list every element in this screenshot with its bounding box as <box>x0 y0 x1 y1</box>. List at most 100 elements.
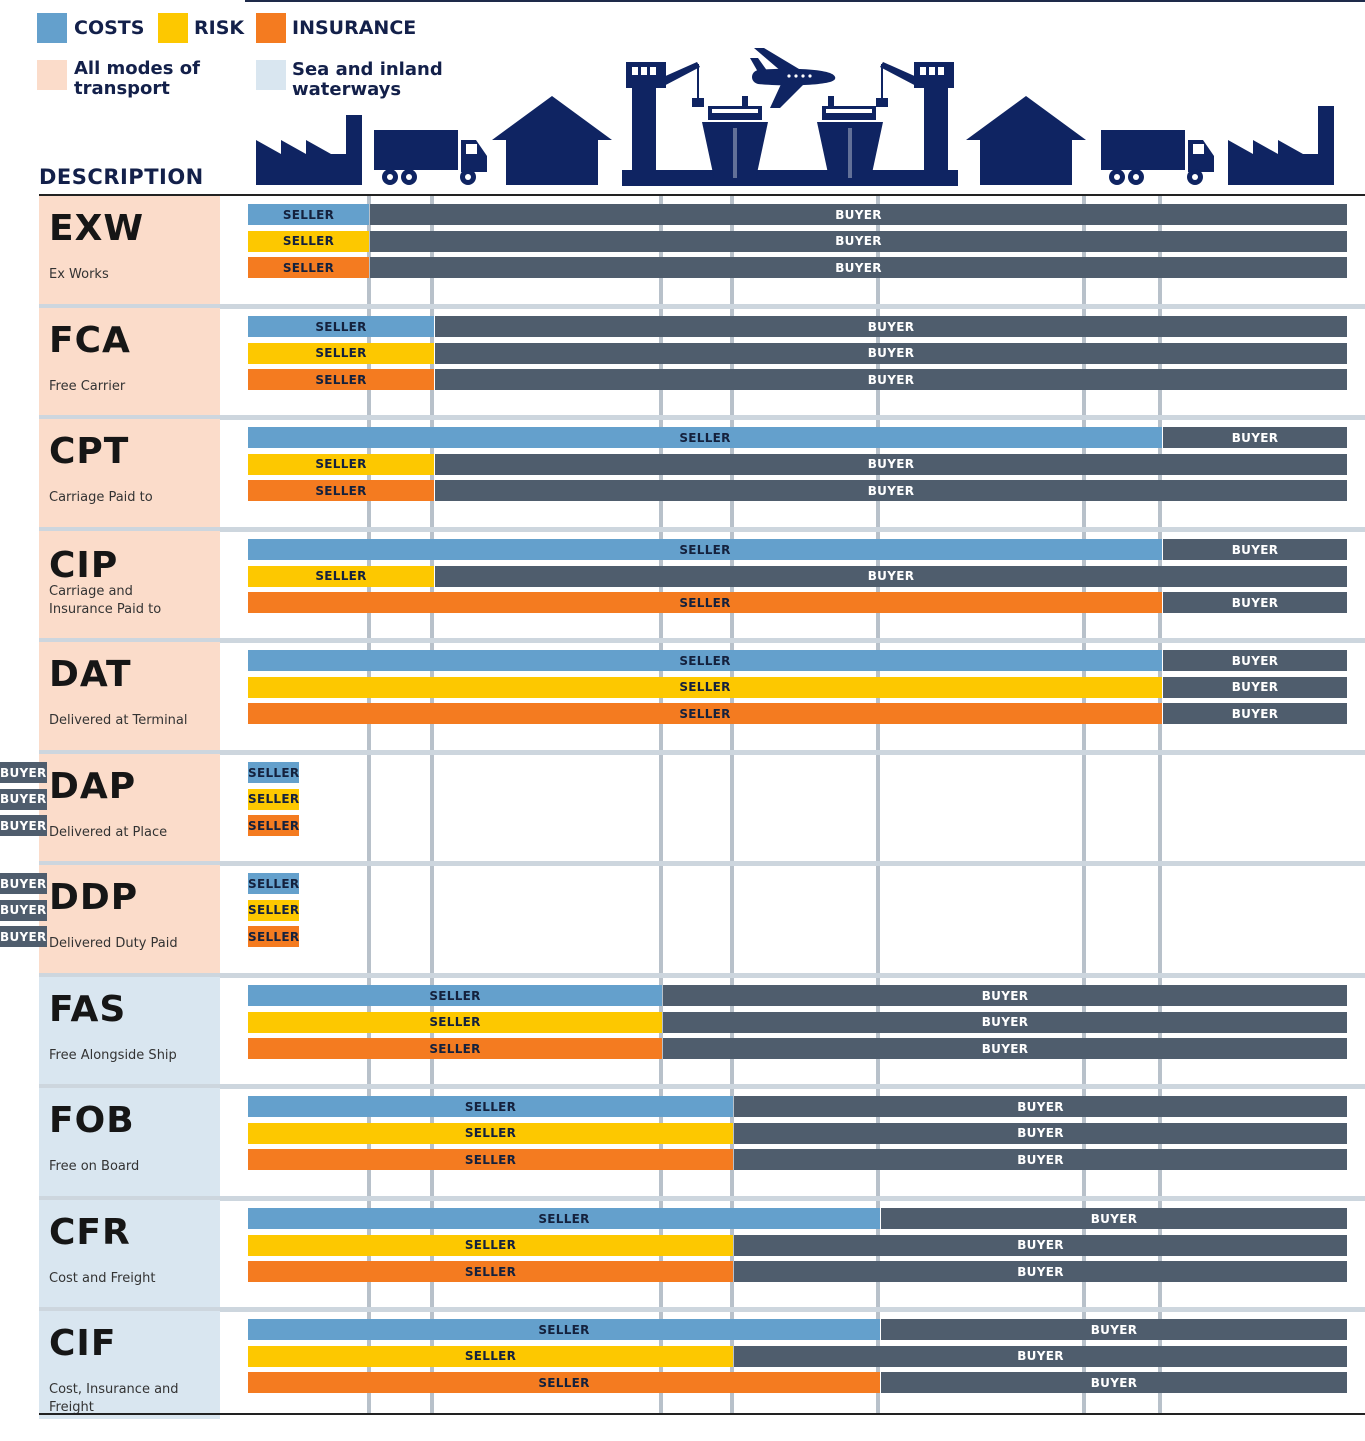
cif-costs-seller-bar: SELLER <box>248 1319 880 1340</box>
fas-risk-seller-bar: SELLER <box>248 1011 662 1033</box>
header-rule <box>39 194 1365 196</box>
term-name: Delivered Duty Paid <box>49 936 178 951</box>
cpt-risk-buyer-bar: BUYER <box>435 453 1347 475</box>
legend-label-costs: COSTS <box>74 17 145 39</box>
port-crane-icon <box>876 62 954 172</box>
term-code: DAT <box>49 654 132 695</box>
ddp-costs-seller-bar: SELLER <box>248 873 300 894</box>
factory-icon <box>1228 106 1334 185</box>
legend-swatch-insurance <box>256 13 286 43</box>
row-separator <box>39 638 1365 643</box>
row-separator <box>39 527 1365 532</box>
legend-label-risk: RISK <box>194 17 245 39</box>
term-name: Carriage and Insurance Paid to <box>49 584 162 617</box>
term-description-cip: CIP Carriage and Insurance Paid to <box>39 531 220 639</box>
legend-swatch-costs <box>37 13 67 43</box>
fca-insurance-seller-bar: SELLER <box>248 369 434 390</box>
fas-costs-buyer-bar: BUYER <box>663 985 1347 1006</box>
legend-swatch-sea <box>256 60 286 90</box>
term-description-fca: FCA Free Carrier <box>39 308 220 416</box>
ship-icon <box>702 96 768 178</box>
term-code: CPT <box>49 431 130 472</box>
stage-gridline <box>1082 196 1086 1413</box>
warehouse-icon <box>966 96 1086 185</box>
term-description-exw: EXW Ex Works <box>39 196 220 304</box>
term-name: Free Alongside Ship <box>49 1048 177 1063</box>
port-crane-icon <box>622 62 958 186</box>
dap-risk-seller-bar: SELLER <box>248 788 300 810</box>
exw-costs-seller-bar: SELLER <box>248 204 369 225</box>
ddp-costs-buyer-bar: BUYER <box>0 873 47 894</box>
cip-insurance-seller-bar: SELLER <box>248 592 1162 613</box>
term-description-cfr: CFR Cost and Freight <box>39 1200 220 1308</box>
cif-risk-buyer-bar: BUYER <box>734 1345 1347 1367</box>
legend-label-sea: Sea and inland waterways <box>292 60 443 100</box>
cfr-costs-buyer-bar: BUYER <box>881 1208 1347 1229</box>
legend-sea-line-2: waterways <box>292 79 402 100</box>
cpt-insurance-buyer-bar: BUYER <box>435 480 1347 501</box>
term-code: FCA <box>49 320 131 361</box>
row-separator <box>39 1307 1365 1312</box>
fas-risk-buyer-bar: BUYER <box>663 1011 1347 1033</box>
fas-insurance-seller-bar: SELLER <box>248 1038 662 1059</box>
fob-costs-buyer-bar: BUYER <box>734 1096 1347 1117</box>
row-separator <box>39 973 1365 978</box>
dat-risk-seller-bar: SELLER <box>248 676 1162 698</box>
fas-insurance-buyer-bar: BUYER <box>663 1038 1347 1059</box>
exw-insurance-seller-bar: SELLER <box>248 257 369 278</box>
stage-gridline <box>1158 196 1162 1413</box>
cip-costs-buyer-bar: BUYER <box>1163 539 1347 560</box>
cpt-risk-seller-bar: SELLER <box>248 453 434 475</box>
term-name: Free on Board <box>49 1159 140 1174</box>
dap-risk-buyer-bar: BUYER <box>0 788 47 810</box>
fob-risk-seller-bar: SELLER <box>248 1122 733 1144</box>
row-separator <box>39 304 1365 309</box>
cpt-costs-buyer-bar: BUYER <box>1163 427 1347 448</box>
row-separator <box>39 750 1365 755</box>
cip-risk-buyer-bar: BUYER <box>435 565 1347 587</box>
legend-label-all-modes: All modes of transport <box>74 59 200 99</box>
ddp-risk-buyer-bar: BUYER <box>0 899 47 921</box>
fob-insurance-seller-bar: SELLER <box>248 1149 733 1170</box>
cif-insurance-seller-bar: SELLER <box>248 1372 880 1393</box>
bottom-rule <box>39 1413 1365 1415</box>
dat-risk-buyer-bar: BUYER <box>1163 676 1347 698</box>
term-description-dat: DAT Delivered at Terminal <box>39 642 220 750</box>
term-name: Carriage Paid to <box>49 490 153 505</box>
cpt-costs-seller-bar: SELLER <box>248 427 1162 448</box>
legend-sea-line-1: Sea and inland <box>292 59 443 80</box>
ship-icon <box>817 96 883 178</box>
warehouse-icon <box>492 96 612 185</box>
row-separator <box>39 861 1365 866</box>
term-name: Cost and Freight <box>49 1271 156 1286</box>
fob-costs-seller-bar: SELLER <box>248 1096 733 1117</box>
cfr-costs-seller-bar: SELLER <box>248 1208 880 1229</box>
cip-risk-seller-bar: SELLER <box>248 565 434 587</box>
legend-swatch-all-modes <box>37 60 67 90</box>
exw-risk-buyer-bar: BUYER <box>370 230 1347 252</box>
fca-costs-buyer-bar: BUYER <box>435 316 1347 337</box>
cif-insurance-buyer-bar: BUYER <box>881 1372 1347 1393</box>
term-name: Delivered at Place <box>49 825 168 840</box>
term-name: Delivered at Terminal <box>49 713 188 728</box>
dap-insurance-buyer-bar: BUYER <box>0 815 47 836</box>
airplane-icon <box>750 48 836 108</box>
dat-costs-seller-bar: SELLER <box>248 650 1162 671</box>
stage-icons <box>256 48 1334 186</box>
ddp-risk-seller-bar: SELLER <box>248 899 300 921</box>
term-code: FAS <box>49 989 127 1030</box>
dat-insurance-buyer-bar: BUYER <box>1163 703 1347 724</box>
stage-gridline <box>730 196 734 1413</box>
term-description-ddp: DDP Delivered Duty Paid <box>39 865 220 973</box>
fca-risk-seller-bar: SELLER <box>248 342 434 364</box>
exw-costs-buyer-bar: BUYER <box>370 204 1347 225</box>
stage-gridline <box>430 196 434 1413</box>
term-description-fas: FAS Free Alongside Ship <box>39 977 220 1085</box>
term-name: Free Carrier <box>49 379 126 394</box>
factory-icon <box>256 115 362 185</box>
legend-all-modes-line-2: transport <box>74 78 170 99</box>
dap-costs-seller-bar: SELLER <box>248 762 300 783</box>
row-separator <box>39 415 1365 420</box>
term-description-cpt: CPT Carriage Paid to <box>39 419 220 527</box>
fob-insurance-buyer-bar: BUYER <box>734 1149 1347 1170</box>
